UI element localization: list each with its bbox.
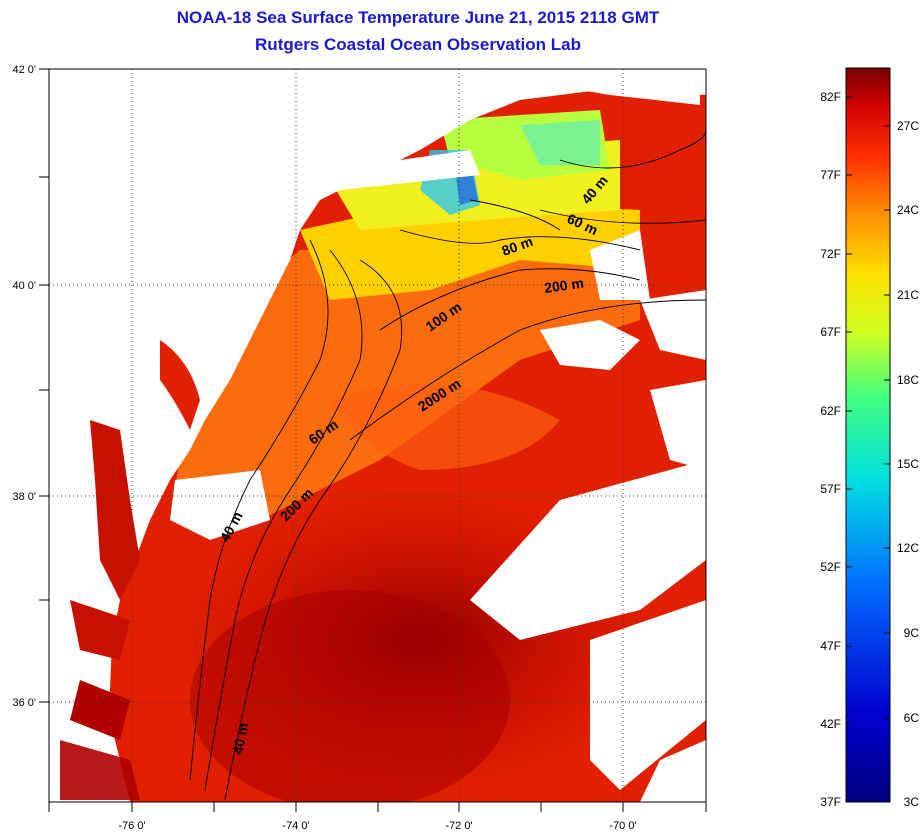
celsius-label: 21C: [897, 288, 919, 302]
fahrenheit-label: 67F: [820, 325, 841, 339]
lon-label: -70 0': [609, 820, 636, 832]
celsius-label: 9C: [904, 626, 920, 640]
colorbar-fahrenheit-labels: 82F 77F 72F 67F 62F 57F 52F 47F 42F 37F: [820, 90, 841, 809]
sst-imagery: [49, 69, 706, 802]
map-title: NOAA-18 Sea Surface Temperature June 21,…: [176, 8, 660, 27]
lat-label: 42 0': [12, 64, 36, 76]
lat-label: 38 0': [12, 491, 36, 503]
celsius-label: 15C: [897, 457, 919, 471]
isobath-label: 200 m: [543, 275, 585, 296]
fahrenheit-label: 57F: [820, 482, 841, 496]
isobath-contours: [189, 129, 706, 801]
fahrenheit-label: 47F: [820, 639, 841, 653]
colorbar-celsius-labels: 27C 24C 21C 18C 15C 12C 9C 6C 3C: [897, 119, 919, 809]
celsius-label: 27C: [897, 119, 919, 133]
lat-label: 36 0': [12, 697, 36, 709]
lon-label: -74 0': [282, 820, 309, 832]
fahrenheit-label: 77F: [820, 168, 841, 182]
celsius-label: 12C: [897, 541, 919, 555]
fahrenheit-label: 72F: [820, 247, 841, 261]
latitude-labels: 42 0' 40 0' 38 0' 36 0': [12, 64, 36, 709]
celsius-label: 3C: [904, 795, 920, 809]
fahrenheit-label: 82F: [820, 90, 841, 104]
colorbar: [845, 67, 891, 803]
fahrenheit-label: 52F: [820, 560, 841, 574]
fahrenheit-label: 37F: [820, 795, 841, 809]
lon-label: -76 0': [118, 820, 145, 832]
celsius-label: 6C: [904, 711, 920, 725]
fahrenheit-label: 42F: [820, 717, 841, 731]
lon-label: -72 0': [445, 820, 472, 832]
longitude-labels: -76 0' -74 0' -72 0' -70 0': [118, 820, 636, 832]
celsius-label: 18C: [897, 373, 919, 387]
axis-ticks: [39, 68, 707, 812]
lat-label: 40 0': [12, 280, 36, 292]
map-subtitle: Rutgers Coastal Ocean Observation Lab: [255, 35, 581, 54]
isobath-label: 40 m: [229, 721, 251, 756]
colorbar-ticks: [846, 96, 890, 725]
fahrenheit-label: 62F: [820, 404, 841, 418]
graticule: [49, 69, 706, 802]
celsius-label: 24C: [897, 203, 919, 217]
